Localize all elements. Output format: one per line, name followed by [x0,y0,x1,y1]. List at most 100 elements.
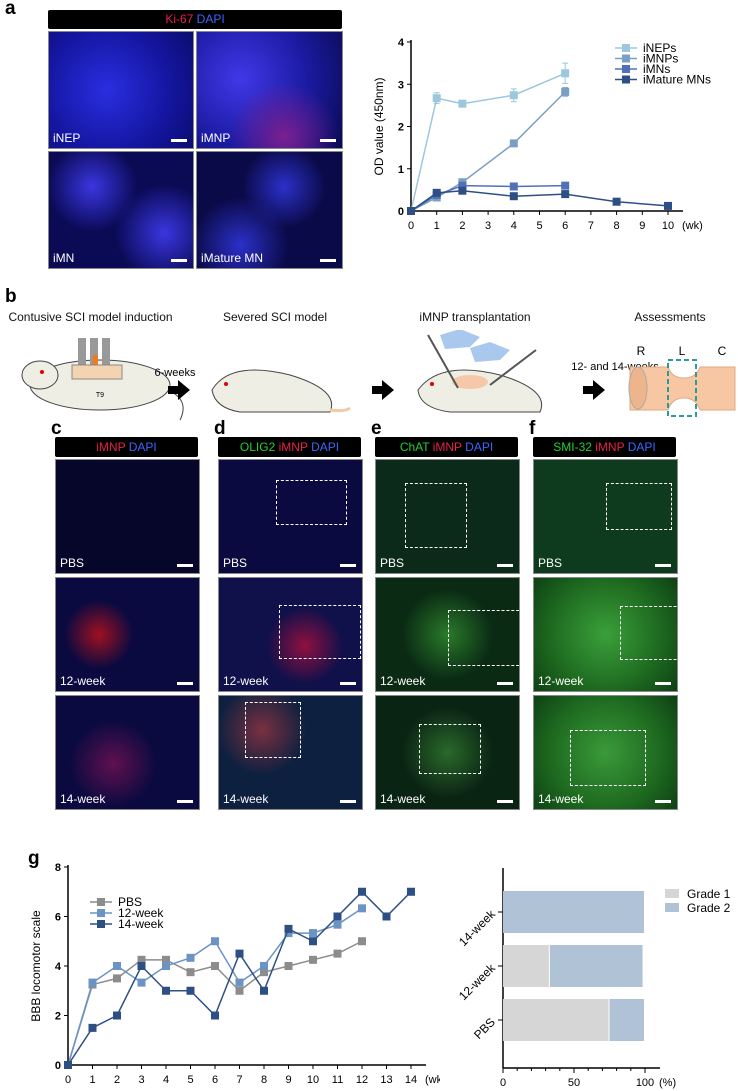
x-tick-label: 0 [65,1074,71,1086]
spinal-cord-illustration [628,359,736,417]
data-point-imature-mns [407,207,415,215]
stain-dapi: DAPI [128,440,157,454]
data-point-12-week [309,929,317,938]
stain-dapi: DAPI [196,12,225,26]
data-point-pbs [162,955,170,964]
x-tick-label: 2 [459,220,465,232]
data-point-14-week [235,949,244,958]
category-label: 14-week [456,906,499,949]
axis-label-rostral: R [637,344,646,358]
image-label: PBS [538,556,563,570]
data-point-pbs [358,937,366,946]
stain-ki67: Ki-67 [165,12,194,26]
scale-bar [177,564,193,567]
micrograph-imature-mn: iMature MN [196,151,343,269]
scale-bar [340,564,356,567]
data-point-imature-mns [664,201,672,210]
y-tick-label: 3 [398,79,404,91]
series-line-pbs [67,940,363,1066]
x-tick-label: 14 [405,1074,417,1086]
data-point-pbs [137,955,146,964]
scale-bar [497,564,513,567]
scale-bar [497,682,513,685]
x-axis-unit: (%) [659,1077,676,1089]
x-tick-label: 11 [332,1074,343,1086]
data-point-pbs [235,986,244,995]
x-tick-label: 0 [500,1077,506,1089]
image-label: iMature MN [201,251,264,265]
rat-severed-illustration [211,369,351,413]
x-axis-unit: (wk) [682,220,703,232]
bar-grade-2-pbs [609,999,644,1041]
data-point-14-week [309,937,317,946]
stain-imnp: iMNP [432,440,466,454]
x-tick-label: 10 [307,1074,319,1086]
y-tick-label: 6 [55,912,61,924]
data-point-12-week [113,962,121,970]
step-title-transplantation: iMNP transplantation [419,310,531,324]
legend-marker-14-week [97,920,105,928]
micrograph-d-pbs: PBS [218,459,363,574]
data-point-pbs [333,949,342,958]
data-point-imns [458,181,467,190]
micrograph-d-14-week: 14-week [218,695,363,810]
scale-bar [340,800,356,803]
inset-box [276,480,347,526]
micrograph-f-pbs: PBS [533,459,678,574]
panel-c-stain-header: iMNP DAPI [55,437,198,457]
data-point-ineps [509,91,518,100]
x-tick-label: 6 [212,1074,218,1086]
data-point-pbs [113,974,121,983]
micrograph-imn: iMN [48,151,194,269]
data-point-14-week [186,986,195,995]
stain-imnp: iMNP [595,440,628,454]
inset-box [605,482,672,530]
data-point-pbs [260,968,268,977]
data-point-14-week [284,924,293,933]
stain-olig2: OLIG2 [239,440,279,454]
data-point-12-week [211,937,219,946]
image-label: PBS [60,556,85,570]
data-point-12-week [162,962,170,970]
data-point-imns [561,181,570,190]
legend-marker-12-week [97,909,105,917]
data-point-14-week [382,912,391,921]
stain-imnp: iMNP [278,440,312,454]
data-point-14-week [211,1011,219,1020]
x-tick-label: 7 [236,1074,242,1086]
panel-a-stain-header: Ki-67 DAPI [48,10,342,29]
legend-marker-imature-mns [622,75,630,84]
data-point-12-week [137,978,146,987]
inset-box [244,701,302,758]
y-axis-title: OD value (450nm) [372,77,386,175]
inset-box [404,482,467,548]
x-tick-label: 0 [408,220,414,232]
data-point-14-week [407,887,415,896]
legend-label-grade-1: Grade 1 [687,887,731,901]
legend-label-ineps: iNEPs [643,41,676,55]
panel-a-label: a [5,0,16,19]
inset-box [619,606,677,661]
data-point-imature-mns [432,188,441,197]
image-label: 12-week [223,674,269,688]
image-label: 14-week [60,792,106,806]
x-tick-label: 13 [380,1074,392,1086]
stain-imnp: iMNP [96,440,129,454]
step-title-contusive: Contusive SCI model induction [8,310,173,324]
chart-od-value: 0 1 2 3 4 0 1 2 3 4 5 6 7 8 9 10 (wk) OD value (450nm) iNE… [372,37,711,232]
data-point-ineps [561,69,570,78]
data-point-14-week [333,912,342,921]
image-label: 12-week [538,674,584,688]
data-point-12-week [284,929,293,938]
micrograph-e-14-week: 14-week [375,695,520,810]
micrograph-imnp: iMNP [196,31,343,149]
legend-swatch-grade-1 [665,889,679,898]
image-label: 12-week [380,674,426,688]
data-point-14-week [358,887,366,896]
data-point-ineps [432,94,441,103]
x-tick-label: 12 [356,1074,368,1086]
panel-g-label: g [28,848,40,869]
inset-box [279,605,362,660]
micrograph-c-12-week: 12-week [55,577,200,692]
scale-bar [171,139,187,142]
